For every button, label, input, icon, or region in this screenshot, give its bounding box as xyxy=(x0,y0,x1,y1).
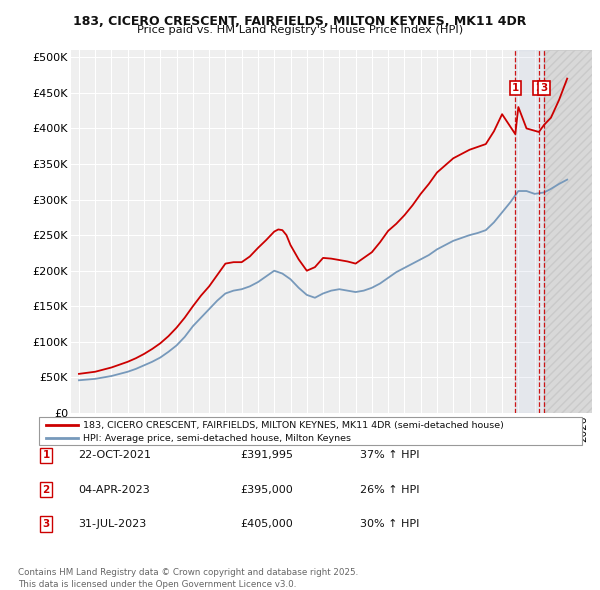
Text: 31-JUL-2023: 31-JUL-2023 xyxy=(78,519,146,529)
Bar xyxy=(544,50,592,413)
Text: 183, CICERO CRESCENT, FAIRFIELDS, MILTON KEYNES, MK11 4DR: 183, CICERO CRESCENT, FAIRFIELDS, MILTON… xyxy=(73,15,527,28)
Text: 3: 3 xyxy=(43,519,50,529)
Text: Contains HM Land Registry data © Crown copyright and database right 2025.
This d: Contains HM Land Registry data © Crown c… xyxy=(18,568,358,589)
Text: 183, CICERO CRESCENT, FAIRFIELDS, MILTON KEYNES, MK11 4DR (semi-detached house): 183, CICERO CRESCENT, FAIRFIELDS, MILTON… xyxy=(83,421,503,430)
Text: 26% ↑ HPI: 26% ↑ HPI xyxy=(360,485,419,494)
Bar xyxy=(544,50,592,413)
Text: 3: 3 xyxy=(541,83,548,93)
Text: 22-OCT-2021: 22-OCT-2021 xyxy=(78,451,151,460)
Text: £391,995: £391,995 xyxy=(240,451,293,460)
Text: 04-APR-2023: 04-APR-2023 xyxy=(78,485,150,494)
Text: 37% ↑ HPI: 37% ↑ HPI xyxy=(360,451,419,460)
Text: 1: 1 xyxy=(512,83,519,93)
Text: Price paid vs. HM Land Registry's House Price Index (HPI): Price paid vs. HM Land Registry's House … xyxy=(137,25,463,35)
Text: 30% ↑ HPI: 30% ↑ HPI xyxy=(360,519,419,529)
Text: £405,000: £405,000 xyxy=(240,519,293,529)
Text: HPI: Average price, semi-detached house, Milton Keynes: HPI: Average price, semi-detached house,… xyxy=(83,434,351,443)
Text: 2: 2 xyxy=(535,83,542,93)
Bar xyxy=(515,50,544,413)
Text: 1: 1 xyxy=(43,451,50,460)
Text: 2: 2 xyxy=(43,485,50,494)
Text: £395,000: £395,000 xyxy=(240,485,293,494)
